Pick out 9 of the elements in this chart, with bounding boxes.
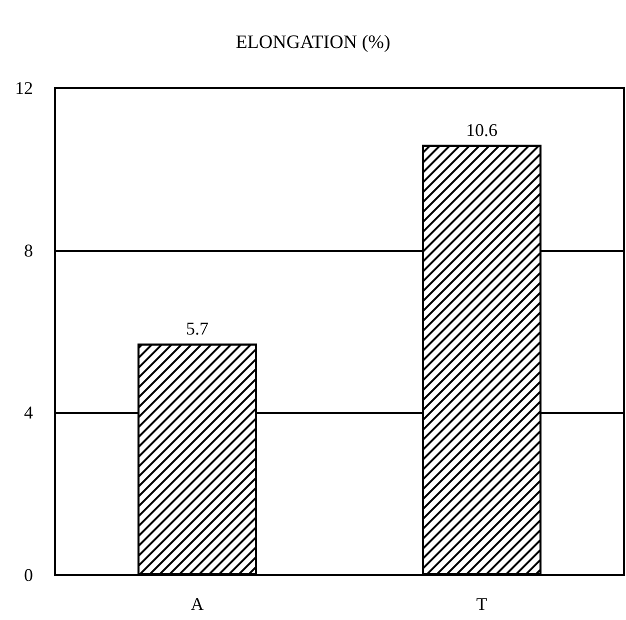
y-tick-label: 0 — [24, 565, 33, 585]
data-label: 10.6 — [466, 120, 498, 140]
y-tick-label: 12 — [15, 78, 33, 98]
y-tick-label: 8 — [24, 240, 33, 260]
y-tick-label: 4 — [24, 402, 33, 423]
data-label: 5.7 — [186, 318, 208, 339]
x-tick-label: A — [190, 594, 204, 614]
chart-title: ELONGATION (%) — [236, 32, 390, 53]
x-tick-label: T — [476, 594, 488, 614]
